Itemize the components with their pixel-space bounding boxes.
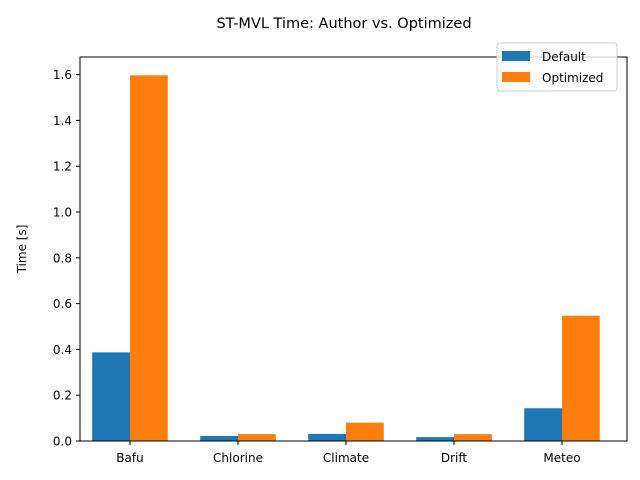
bar-optimized-chlorine [238, 434, 276, 441]
y-tick-label: 1.6 [53, 68, 72, 82]
y-tick-label: 0.0 [53, 435, 72, 449]
y-axis: 0.0 0.2 0.4 0.6 0.8 1.0 1.2 1.4 1.6 [53, 68, 80, 449]
plot-frame [79, 56, 628, 442]
y-tick-label: 0.6 [53, 297, 72, 311]
legend: Default Optimized [496, 42, 618, 92]
legend-swatch-optimized [502, 72, 530, 82]
bar-default-chlorine [200, 435, 238, 441]
y-tick-label: 0.2 [53, 389, 72, 403]
y-axis-label: Time [s] [15, 225, 29, 275]
bar-default-bafu [92, 352, 130, 441]
x-tick-label: Drift [441, 451, 468, 465]
x-tick-label: Climate [323, 451, 369, 465]
bar-optimized-drift [454, 434, 492, 441]
x-tick-label: Bafu [116, 451, 143, 465]
bars-group [92, 75, 600, 442]
legend-label-default: Default [542, 50, 586, 64]
x-tick-label: Chlorine [213, 451, 263, 465]
bar-optimized-meteo [562, 315, 600, 441]
chart-title: ST-MVL Time: Author vs. Optimized [216, 16, 471, 32]
bar-optimized-climate [346, 422, 384, 441]
x-axis: Bafu Chlorine Climate Drift Meteo [116, 441, 581, 465]
y-tick-label: 0.8 [53, 251, 72, 265]
x-tick-label: Meteo [543, 451, 580, 465]
bar-default-meteo [524, 408, 562, 441]
legend-label-optimized: Optimized [542, 71, 603, 85]
legend-swatch-default [502, 51, 530, 61]
bar-optimized-bafu [130, 75, 168, 442]
bar-default-drift [416, 437, 454, 441]
y-tick-label: 0.4 [53, 343, 72, 357]
y-tick-label: 1.4 [53, 114, 72, 128]
bar-default-climate [308, 433, 346, 441]
y-tick-label: 1.0 [53, 206, 72, 220]
y-tick-label: 1.2 [53, 160, 72, 174]
